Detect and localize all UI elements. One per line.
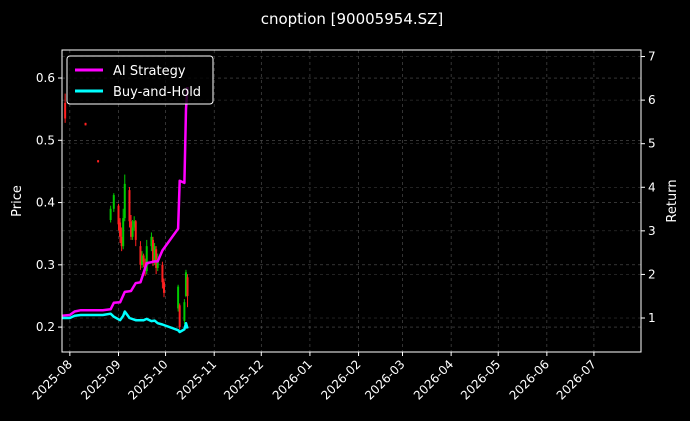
- return-series: [62, 86, 189, 334]
- candle-body: [122, 218, 125, 247]
- candle-body: [84, 122, 87, 126]
- right-tick-label: 4: [648, 180, 656, 194]
- candlestick-series: [64, 93, 189, 330]
- candle-body: [134, 221, 137, 240]
- candle-body: [153, 246, 156, 262]
- chart-title: cnoption [90005954.SZ]: [261, 10, 444, 28]
- candle-body: [183, 302, 186, 321]
- candle-body: [177, 286, 180, 309]
- right-tick-label: 3: [648, 224, 656, 238]
- series-line-buy-and-hold: [62, 310, 189, 334]
- right-tick-label: 2: [648, 267, 656, 281]
- candle-body: [128, 190, 131, 222]
- plot-frame: [61, 49, 642, 353]
- candle-body: [97, 160, 100, 163]
- grid: [62, 50, 641, 352]
- candle-body: [133, 221, 136, 228]
- candle-body: [119, 222, 122, 237]
- candle-body: [120, 236, 123, 247]
- candle-body: [64, 102, 67, 119]
- candle-body: [178, 305, 181, 328]
- left-tick-label: 0.2: [36, 320, 55, 334]
- candle-body: [184, 272, 187, 296]
- candle-body: [155, 249, 158, 268]
- candle-body: [109, 208, 112, 220]
- legend-label-buy-and-hold: Buy-and-Hold: [113, 85, 201, 100]
- candle-body: [186, 277, 189, 296]
- legend: AI Strategy Buy-and-Hold: [66, 55, 214, 105]
- candle-body: [162, 282, 165, 293]
- right-tick-label: 5: [648, 137, 656, 151]
- right-tick-label: 6: [648, 93, 656, 107]
- candle-body: [112, 195, 115, 209]
- candle-body: [156, 258, 159, 268]
- candle-body: [142, 255, 145, 262]
- candle-body: [145, 246, 148, 272]
- candle-body: [141, 255, 144, 265]
- left-tick-label: 0.4: [36, 196, 55, 210]
- right-tick-label: 7: [648, 50, 656, 64]
- right-tick-label: 1: [648, 311, 656, 325]
- left-tick-label: 0.6: [36, 71, 55, 85]
- plot-area: [62, 86, 189, 334]
- candle-body: [131, 227, 134, 237]
- candle-body: [130, 221, 133, 237]
- left-axis: 0.2 0.3 0.4 0.5 0.6: [36, 71, 62, 334]
- series-line-ai-strategy: [62, 86, 189, 318]
- candle-body: [150, 236, 153, 247]
- left-axis-label: Price: [10, 185, 25, 217]
- legend-box: [66, 55, 214, 105]
- left-tick-label: 0.5: [36, 133, 55, 147]
- candle-body: [123, 183, 126, 219]
- left-tick-label: 0.3: [36, 258, 55, 272]
- right-axis-label: Return: [665, 179, 680, 222]
- candle-body: [117, 205, 120, 225]
- right-axis: 1 2 3 4 5 6 7: [641, 50, 656, 325]
- candle-body: [139, 246, 142, 265]
- candle-body: [161, 264, 164, 283]
- candle-body: [152, 239, 155, 262]
- legend-label-ai-strategy: AI Strategy: [113, 64, 186, 79]
